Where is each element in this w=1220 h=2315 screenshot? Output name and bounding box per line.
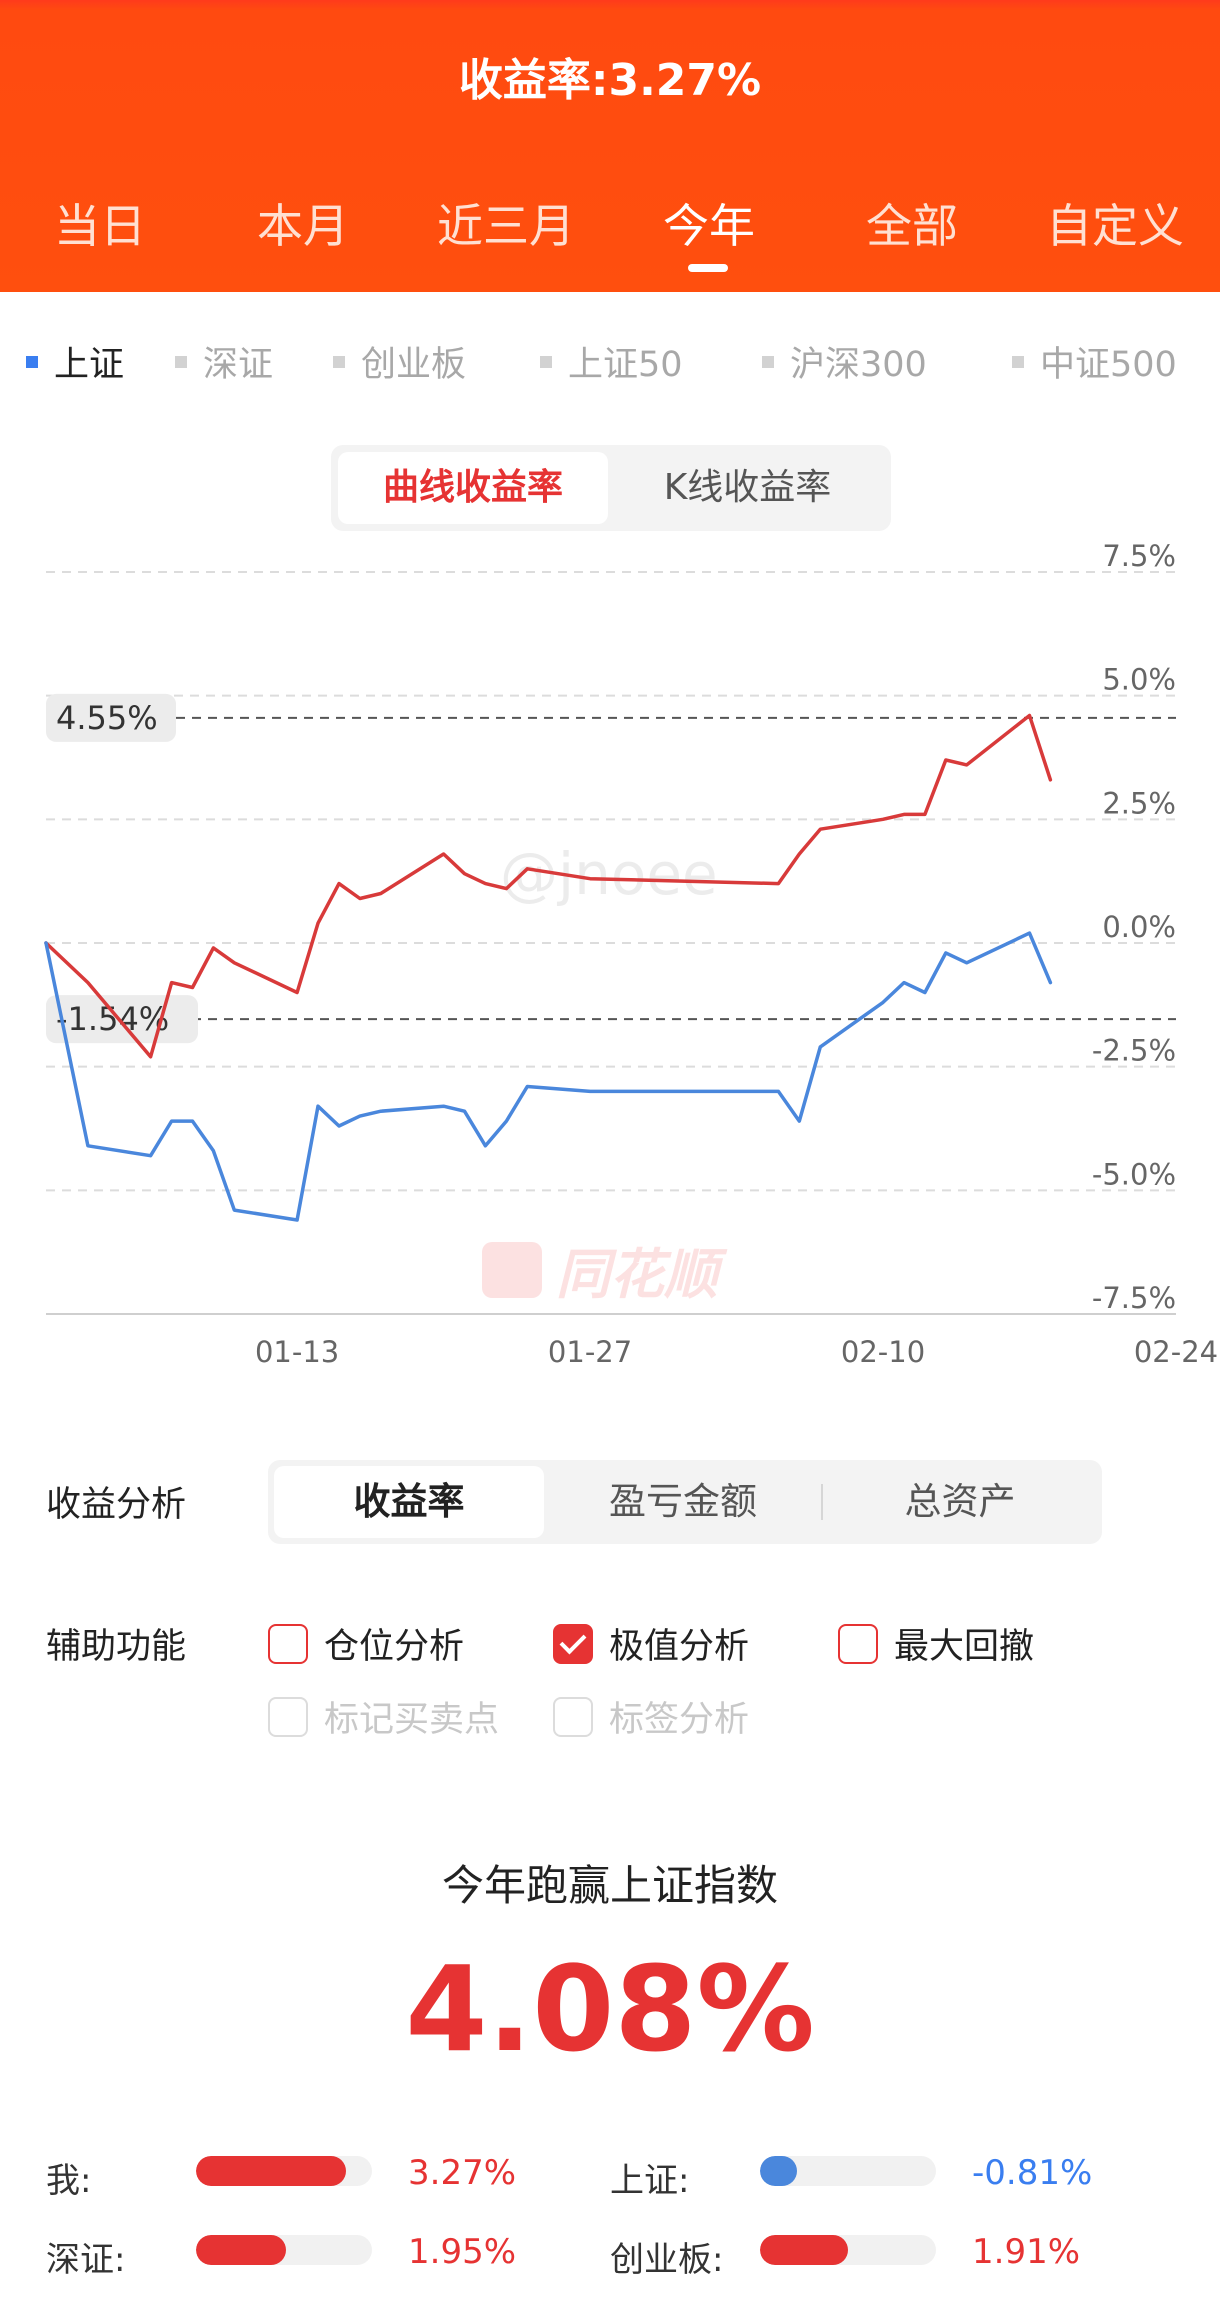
bar-value-chinext: 1.91%: [972, 2232, 1081, 2272]
index-label: 中证500: [1040, 345, 1177, 385]
chart-canvas: 7.5% 5.0% 2.5% 0.0% -2.5% -5.0% -7.5% 01-13 01-2…: [44, 539, 1218, 1369]
bar-fill-chinext: [760, 2235, 848, 2265]
x-tick-label: 01-13: [255, 1335, 339, 1369]
y-tick-label: 0.0%: [1102, 910, 1176, 944]
index-label: 沪深300: [790, 345, 927, 385]
bar-fill-me: [196, 2156, 346, 2186]
checkbox-checked-icon: [553, 1623, 593, 1664]
checkbox-box: [268, 1696, 308, 1737]
bar-track-me: [196, 2156, 372, 2186]
max-drawdown-checkbox[interactable]: 最大回撤: [838, 1618, 1034, 1669]
checkbox-box: [553, 1696, 593, 1737]
bar-value-shenzhen: 1.95%: [408, 2232, 517, 2272]
extreme-analysis-checkbox[interactable]: 极值分析: [553, 1618, 749, 1669]
index-csi500[interactable]: 中证500: [1012, 336, 1177, 387]
bar-label-me: 我:: [46, 2161, 92, 2201]
option-total-assets[interactable]: 总资产: [904, 1480, 1016, 1523]
max-value-marker-label: 4.55%: [56, 699, 158, 737]
option-return-rate[interactable]: 收益率: [274, 1466, 544, 1538]
index-label: 上证: [54, 345, 125, 385]
brand-watermark-text: 同花顺: [556, 1243, 718, 1306]
index-chinext[interactable]: 创业板: [333, 336, 466, 387]
checkbox-label: 最大回撤: [894, 1627, 1035, 1667]
bar-fill-shanghai: [760, 2156, 797, 2186]
author-watermark: @jnoee: [500, 840, 718, 908]
y-tick-label: -5.0%: [1092, 1157, 1176, 1191]
tab-month[interactable]: 本月: [257, 199, 349, 253]
index-selector: 上证 深证 创业板 上证50 沪深300 中证500: [0, 336, 1220, 386]
x-tick-label: 02-24: [1134, 1335, 1218, 1369]
analysis-label: 收益分析: [46, 1485, 187, 1525]
position-analysis-checkbox[interactable]: 仓位分析: [268, 1618, 464, 1669]
tab-custom[interactable]: 自定义: [1046, 199, 1184, 253]
bar-value-me: 3.27%: [408, 2153, 517, 2193]
y-tick-label: -2.5%: [1092, 1034, 1176, 1068]
portfolio-return-line: [44, 713, 1053, 1059]
bar-label-chinext: 创业板:: [610, 2240, 724, 2280]
checkbox-label: 极值分析: [609, 1627, 750, 1667]
y-tick-label: 7.5%: [1102, 539, 1176, 573]
x-tick-label: 02-10: [841, 1335, 925, 1369]
page-title: 收益率:3.27%: [458, 55, 762, 106]
header-bar: 收益率:3.27% 当日 本月 近三月 今年 全部 自定义: [0, 0, 1220, 292]
return-chart: @jnoee 同花顺 7.5% 5.0% 2.5% 0.0% -2.5% -5.0% -7.…: [0, 530, 1220, 1390]
index-label: 深证: [203, 345, 274, 385]
bar-value-shanghai: -0.81%: [972, 2153, 1093, 2193]
kline-return-option[interactable]: K线收益率: [663, 467, 832, 508]
y-tick-label: 2.5%: [1102, 786, 1176, 820]
checkbox-label: 标记买卖点: [324, 1700, 500, 1740]
option-profit-amount[interactable]: 盈亏金额: [609, 1480, 757, 1523]
max-value-marker-badge: [46, 693, 176, 742]
y-tick-label: -7.5%: [1092, 1281, 1176, 1315]
brand-watermark: 同花顺: [482, 1230, 718, 1309]
min-value-marker-label: -1.54%: [56, 1000, 169, 1038]
checkbox-label: 仓位分析: [324, 1627, 465, 1667]
index-label: 上证50: [568, 345, 683, 385]
y-tick-label: 5.0%: [1102, 663, 1176, 697]
bar-track-chinext: [760, 2235, 936, 2265]
checkbox-box: [838, 1623, 878, 1664]
bar-track-shanghai: [760, 2156, 936, 2186]
tag-analysis-checkbox: 标签分析: [553, 1691, 749, 1742]
index-return-line: [44, 931, 1053, 1222]
bar-track-shenzhen: [196, 2235, 372, 2265]
bar-label-shenzhen: 深证:: [46, 2240, 126, 2280]
index-csi300[interactable]: 沪深300: [762, 336, 927, 387]
legend-dot: [333, 355, 345, 368]
bar-fill-shenzhen: [196, 2235, 286, 2265]
tab-this-year[interactable]: 今年: [663, 199, 755, 253]
tab-today[interactable]: 当日: [54, 199, 146, 253]
period-tabs: 当日 本月 近三月 今年 全部 自定义: [0, 190, 1220, 253]
brand-logo-icon: [482, 1241, 542, 1298]
outperform-title: 今年跑赢上证指数: [441, 1861, 778, 1910]
bar-label-shanghai: 上证:: [610, 2161, 690, 2201]
legend-dot: [175, 355, 187, 368]
analysis-toggle: 收益率 盈亏金额 总资产: [268, 1460, 1102, 1544]
tab-all[interactable]: 全部: [866, 199, 958, 253]
curve-return-option[interactable]: 曲线收益率: [338, 452, 608, 524]
divider: [821, 1484, 823, 1520]
index-label: 创业板: [361, 345, 467, 385]
index-sse50[interactable]: 上证50: [540, 336, 683, 387]
legend-dot: [540, 355, 552, 368]
index-shenzhen[interactable]: 深证: [175, 336, 273, 387]
outperform-value: 4.08%: [405, 1940, 815, 2078]
checkbox-label: 标签分析: [609, 1700, 750, 1740]
tab-three-months[interactable]: 近三月: [437, 199, 575, 253]
chart-type-toggle: 曲线收益率 K线收益率: [331, 445, 891, 531]
legend-dot: [26, 355, 38, 368]
checkbox-box: [268, 1623, 308, 1664]
legend-dot: [762, 355, 774, 368]
index-shanghai[interactable]: 上证: [26, 336, 124, 387]
aux-label: 辅助功能: [46, 1627, 187, 1667]
x-tick-label: 01-27: [548, 1335, 632, 1369]
active-tab-indicator: [688, 264, 728, 272]
trade-points-checkbox: 标记买卖点: [268, 1691, 499, 1742]
min-value-marker-badge: [46, 995, 198, 1044]
legend-dot: [1012, 355, 1024, 368]
